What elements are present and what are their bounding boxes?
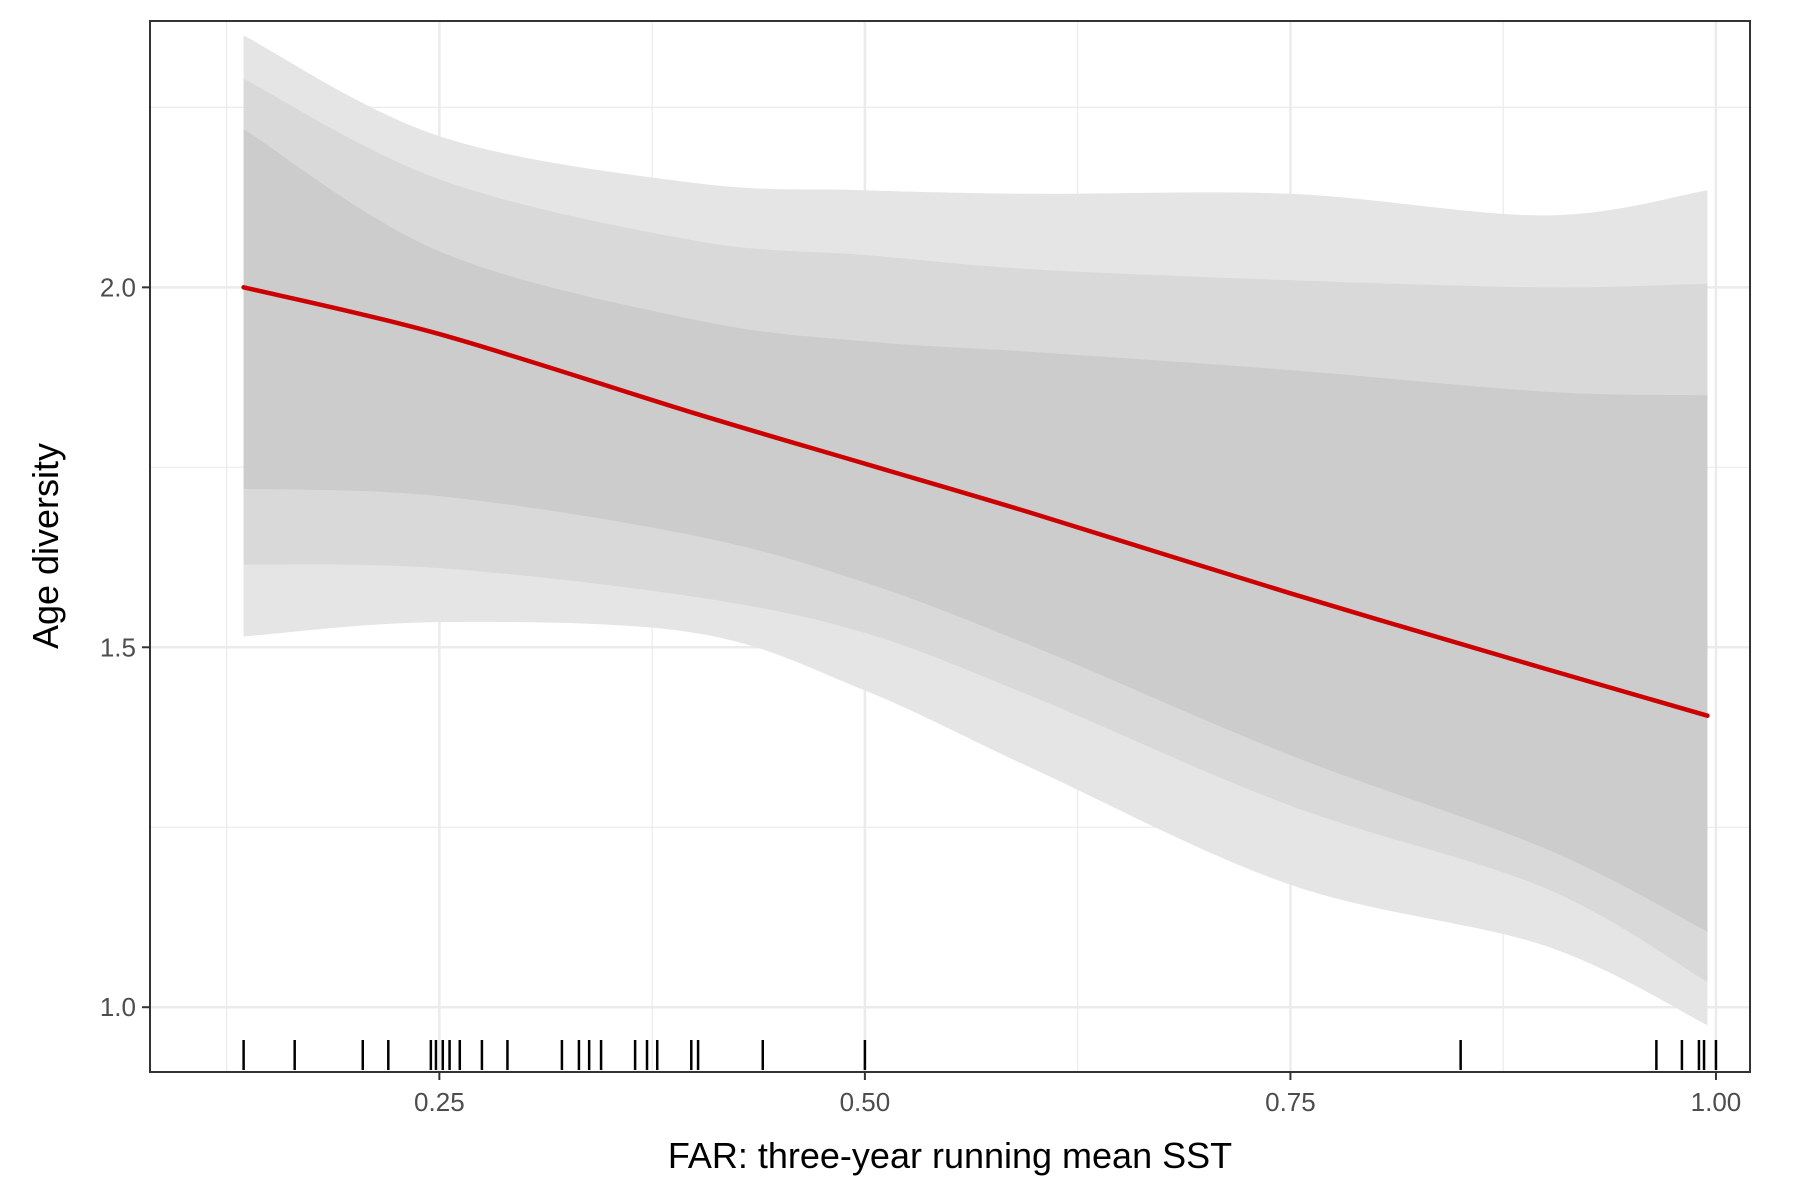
y-tick-label: 2.0	[100, 272, 136, 302]
band-inner	[243, 129, 1708, 932]
x-tick-label: 0.25	[414, 1087, 465, 1117]
fit-line	[241, 285, 1710, 718]
y-tick-label: 1.0	[100, 992, 136, 1022]
fit-line-group	[241, 285, 1710, 718]
x-tick-label: 0.75	[1265, 1087, 1316, 1117]
y-axis-title: Age diversity	[25, 443, 66, 649]
confidence-bands	[243, 35, 1708, 1026]
y-tick-label: 1.5	[100, 632, 136, 662]
x-tick-label: 1.00	[1691, 1087, 1742, 1117]
x-axis-title: FAR: three-year running mean SST	[668, 1135, 1232, 1176]
panel-border	[149, 20, 1751, 1073]
rug-ticks	[242, 1040, 1718, 1070]
y-axis-ticks: 1.0 1.5 2.0	[100, 272, 150, 1022]
x-axis-ticks: 0.25 0.50 0.75 1.00	[414, 1072, 1741, 1117]
x-tick-label: 0.50	[840, 1087, 891, 1117]
